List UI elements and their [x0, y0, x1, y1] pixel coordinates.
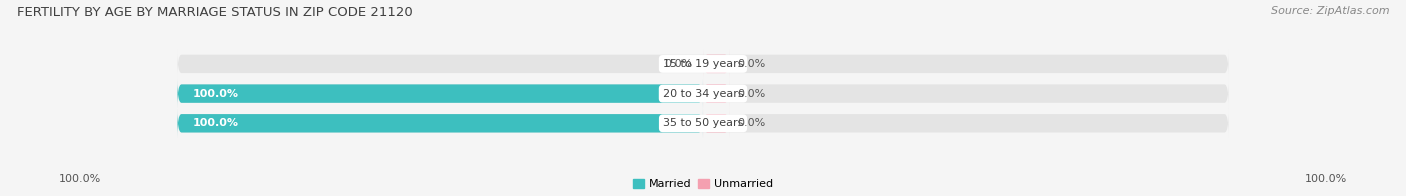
FancyBboxPatch shape: [703, 49, 730, 78]
FancyBboxPatch shape: [177, 109, 1229, 138]
Legend: Married, Unmarried: Married, Unmarried: [633, 179, 773, 190]
FancyBboxPatch shape: [177, 109, 703, 138]
Text: FERTILITY BY AGE BY MARRIAGE STATUS IN ZIP CODE 21120: FERTILITY BY AGE BY MARRIAGE STATUS IN Z…: [17, 6, 412, 19]
FancyBboxPatch shape: [177, 49, 1229, 78]
Text: 100.0%: 100.0%: [1305, 174, 1347, 184]
Text: 0.0%: 0.0%: [737, 89, 765, 99]
Text: 100.0%: 100.0%: [59, 174, 101, 184]
Text: 15 to 19 years: 15 to 19 years: [662, 59, 744, 69]
FancyBboxPatch shape: [703, 109, 730, 138]
FancyBboxPatch shape: [177, 79, 703, 108]
FancyBboxPatch shape: [177, 79, 1229, 108]
Text: 0.0%: 0.0%: [737, 118, 765, 128]
Text: Source: ZipAtlas.com: Source: ZipAtlas.com: [1271, 6, 1389, 16]
Text: 0.0%: 0.0%: [664, 59, 693, 69]
Text: 100.0%: 100.0%: [193, 118, 239, 128]
Text: 20 to 34 years: 20 to 34 years: [662, 89, 744, 99]
FancyBboxPatch shape: [703, 79, 730, 108]
Text: 0.0%: 0.0%: [737, 59, 765, 69]
Text: 100.0%: 100.0%: [193, 89, 239, 99]
Text: 35 to 50 years: 35 to 50 years: [662, 118, 744, 128]
